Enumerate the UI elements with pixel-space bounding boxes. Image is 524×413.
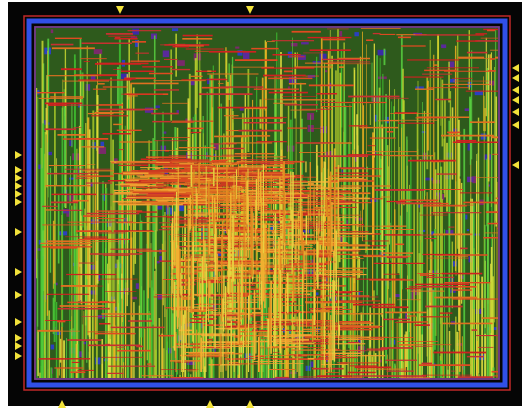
chip-layout (0, 0, 524, 413)
cell (301, 42, 309, 44)
page: (() => { const svg = document.getElement… (0, 0, 524, 413)
cell (339, 31, 342, 36)
cell (243, 52, 249, 59)
cell (291, 43, 298, 46)
cell (235, 47, 239, 49)
cell (441, 44, 446, 48)
cell (86, 84, 91, 91)
cell (475, 91, 483, 95)
cell (136, 283, 139, 289)
cell (62, 209, 69, 213)
cell (465, 108, 470, 111)
cell (163, 51, 169, 58)
cell (481, 134, 486, 140)
cell (467, 177, 474, 183)
cell (98, 147, 106, 154)
cell (177, 60, 185, 66)
cell (83, 342, 86, 344)
cell (51, 29, 53, 33)
cell (354, 32, 358, 36)
cell (416, 86, 424, 88)
cell (467, 229, 469, 231)
cell (132, 29, 139, 35)
cell (325, 70, 327, 72)
cell (59, 231, 67, 235)
cell (51, 345, 54, 350)
cell (56, 283, 58, 286)
cell (172, 28, 178, 31)
cell (425, 178, 433, 181)
cell (94, 49, 102, 54)
cell (465, 215, 467, 220)
cell (101, 142, 105, 147)
